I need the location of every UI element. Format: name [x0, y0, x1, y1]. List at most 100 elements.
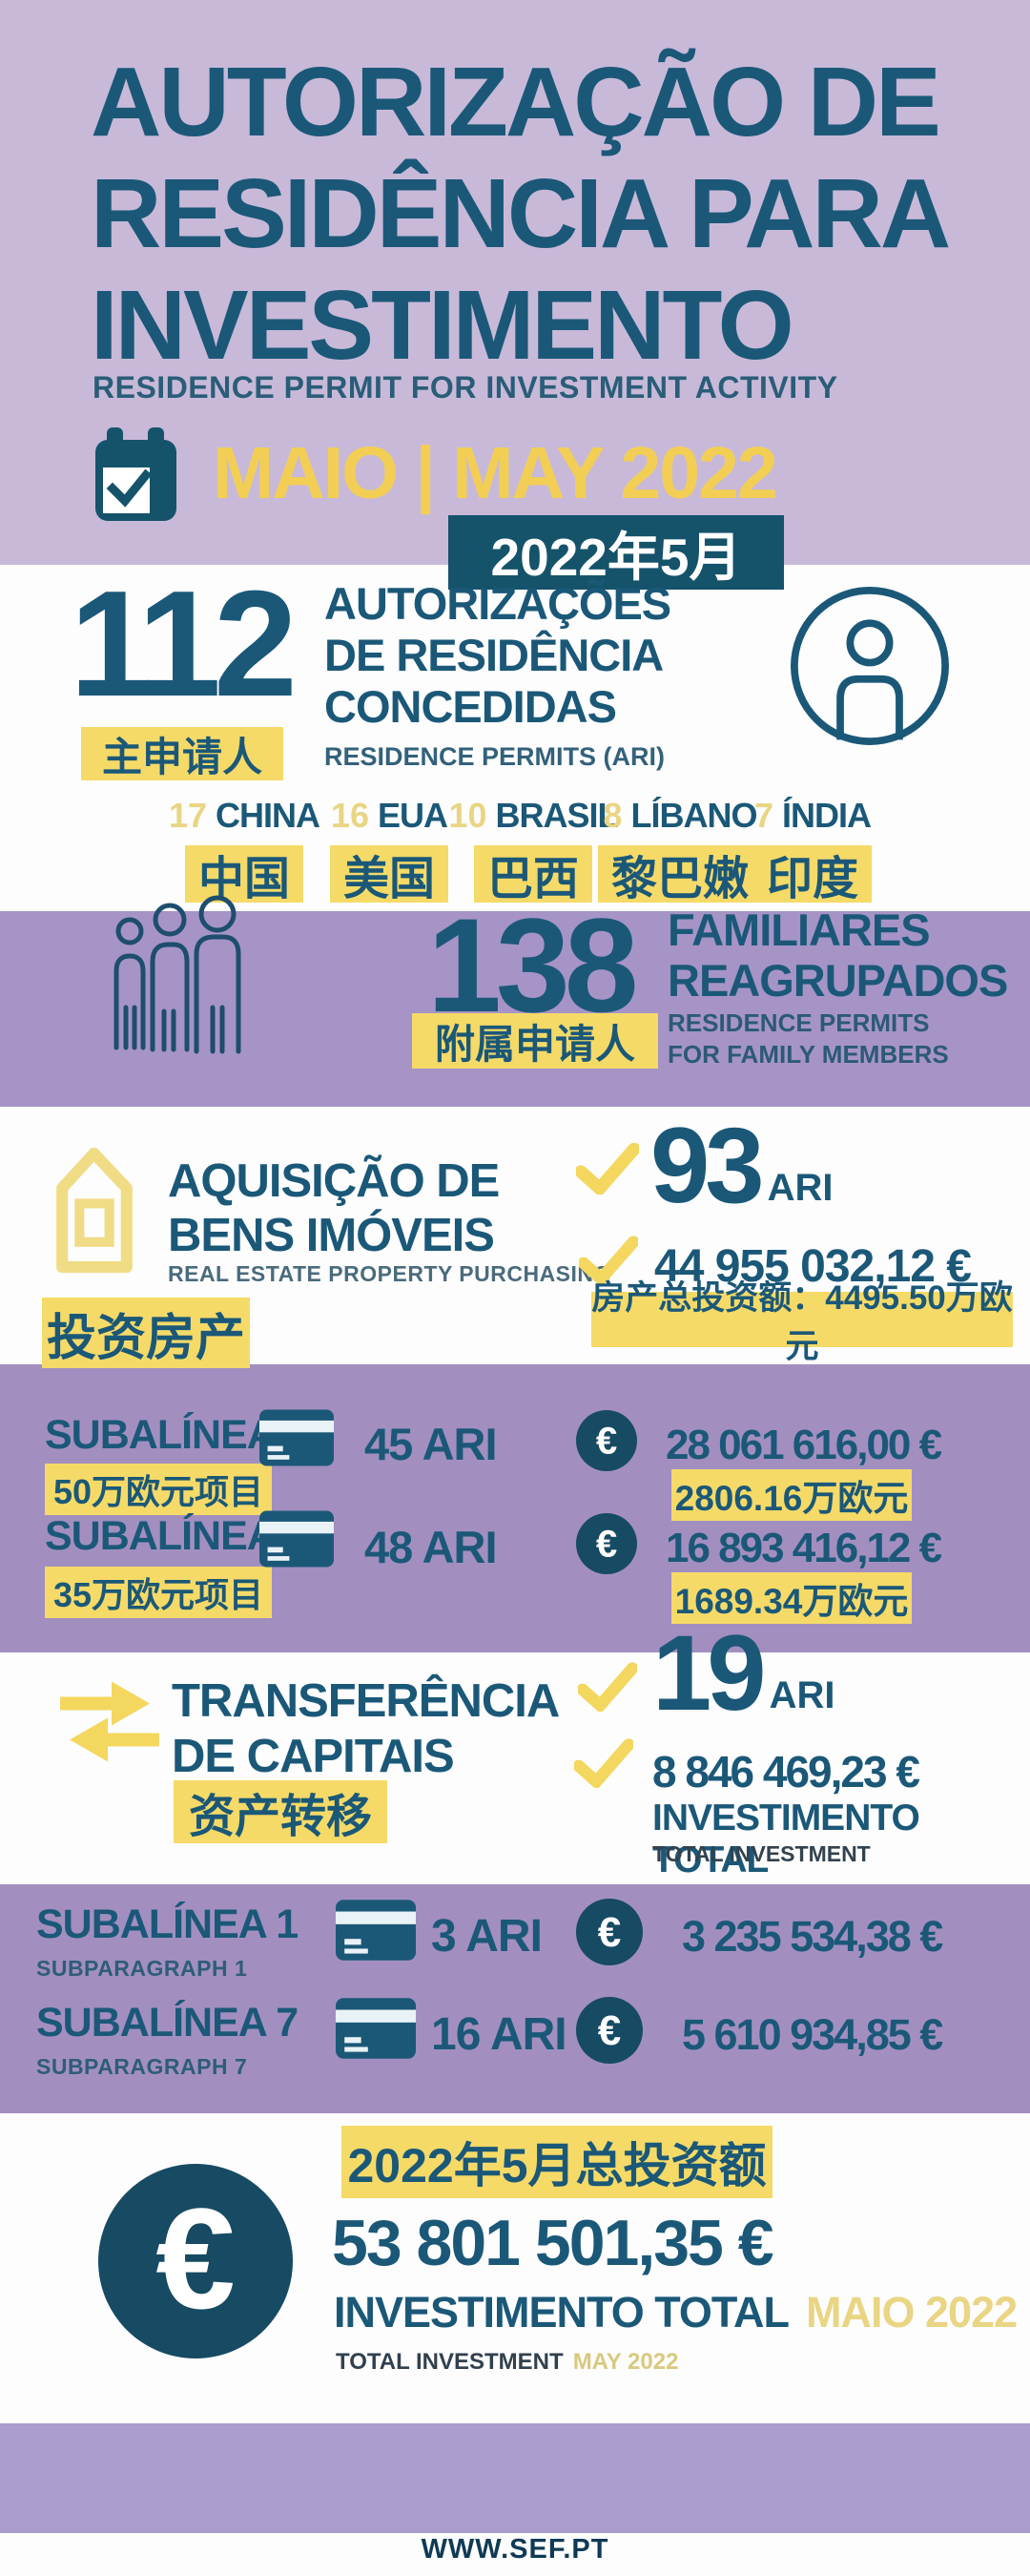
total-label-pt-text: INVESTIMENTO TOTAL: [334, 2288, 790, 2337]
country-name: CHINA: [216, 796, 320, 835]
euro-glyph: €: [155, 2177, 236, 2338]
permits-title: AUTORIZAÇÕES DE RESIDÊNCIA CONCEDIDAS: [324, 578, 671, 733]
card-icon: [336, 1900, 416, 1961]
real-estate-ari: 93 ARI: [650, 1112, 833, 1219]
row-subalinea-1-ari: 3 ARI: [431, 1911, 543, 1962]
permits-count: 112: [70, 560, 298, 728]
capital-transfer-title: TRANSFERÊNCIA DE CAPITAIS: [172, 1673, 560, 1784]
title-line-3: INVESTIMENTO: [91, 270, 794, 380]
total-label-pt: INVESTIMENTO TOTAL MAIO 2022: [334, 2288, 1018, 2337]
ari-count: 93: [650, 1106, 765, 1225]
euro-icon: €: [576, 1899, 643, 1965]
check-icon: [576, 1143, 639, 1195]
total-period-en: MAY 2022: [572, 2349, 679, 2375]
row-subalinea-1-amount: 3 235 534,38 €: [682, 1912, 943, 1961]
row-subalinea-3-amount: 28 061 616,00 €: [666, 1422, 942, 1468]
euro-glyph: €: [596, 1523, 617, 1566]
country-name: BRASIL: [495, 796, 619, 835]
country-name: EUA: [378, 796, 448, 835]
permits-title-line-2: DE RESIDÊNCIA: [324, 630, 664, 680]
check-icon: [579, 1236, 638, 1285]
permits-title-line-1: AUTORIZAÇÕES: [324, 578, 671, 629]
family-title-line-2: REAGRUPADOS: [668, 955, 1008, 1006]
euro-glyph: €: [596, 1420, 617, 1463]
family-subtitle-line-1: RESIDENCE PERMITS: [668, 1008, 930, 1037]
country-count: 10: [448, 796, 487, 835]
real-estate-label-cn: 投资房产: [42, 1298, 250, 1368]
capital-transfer-ari: 19 ARI: [652, 1620, 834, 1727]
family-group-icon: [113, 895, 241, 1054]
period-label: MAIO | MAY 2022: [213, 432, 778, 514]
family-subtitle-line-2: FOR FAMILY MEMBERS: [668, 1040, 949, 1069]
country-stat-brasil: 10 BRASIL 巴西: [443, 796, 624, 904]
total-euro-icon: €: [98, 2164, 293, 2358]
total-period-pt: MAIO 2022: [806, 2288, 1018, 2337]
ari-count: 19: [652, 1613, 767, 1733]
check-icon: [574, 1738, 633, 1788]
row-subalinea-3-ari: 45 ARI: [364, 1419, 498, 1469]
check-icon: [578, 1662, 637, 1712]
row-subalinea-3-amount-cn: 2806.16万欧元: [671, 1469, 912, 1521]
title-line-1: AUTORIZAÇÃO DE: [91, 47, 941, 156]
row-subalinea-7-sub: SUBPARAGRAPH 7: [36, 2054, 248, 2079]
country-line: 7 ÍNDIA: [722, 796, 903, 836]
row-subalinea-4-tag-cn: 35万欧元项目: [45, 1567, 272, 1618]
family-title-line-1: FAMILIARES: [668, 904, 931, 955]
permits-label-cn: 主申请人: [81, 727, 283, 780]
row-subalinea-7-name: SUBALÍNEA 7: [36, 2000, 299, 2046]
country-line: 10 BRASIL: [443, 796, 624, 836]
permits-title-line-3: CONCEDIDAS: [324, 681, 617, 732]
country-name-cn: 黎巴嫩: [597, 845, 762, 904]
country-line: 8 LÍBANO: [589, 796, 771, 836]
row-subalinea-4-amount-cn: 1689.34万欧元: [671, 1572, 912, 1624]
row-subalinea-4-ari: 48 ARI: [364, 1522, 498, 1572]
real-estate-title-line-2: BENS IMÓVEIS: [168, 1210, 495, 1261]
capital-transfer-amount-label: INVESTIMENTO TOTAL: [652, 1797, 920, 1880]
country-name-cn: 美国: [329, 845, 448, 904]
row-subalinea-7-ari: 16 ARI: [431, 2009, 567, 2060]
country-name-cn: 中国: [184, 845, 303, 904]
page-subtitle: RESIDENCE PERMIT FOR INVESTMENT ACTIVITY: [93, 370, 838, 405]
country-count: 17: [168, 796, 208, 835]
real-estate-subtitle: REAL ESTATE PROPERTY PURCHASING: [168, 1261, 611, 1286]
row-subalinea-7-amount: 5 610 934,85 €: [682, 2010, 943, 2059]
title-line-2: RESIDÊNCIA PARA: [91, 158, 951, 268]
country-stat-libano: 8 LÍBANO 黎巴嫩: [589, 796, 771, 904]
capital-transfer-amount-sublabel: TOTAL INVESTMENT: [652, 1841, 871, 1866]
country-name: LÍBANO: [630, 796, 758, 835]
euro-icon: €: [576, 1997, 643, 2064]
card-icon: [259, 1409, 334, 1466]
euro-glyph: €: [598, 1909, 621, 1956]
ari-unit: ARI: [767, 1167, 834, 1209]
applicant-icon: [791, 587, 949, 745]
ari-unit: ARI: [769, 1674, 835, 1716]
country-name-cn: 印度: [752, 845, 872, 904]
total-label-cn: 2022年5月总投资额: [341, 2126, 772, 2198]
real-estate-title-line-1: AQUISIÇÃO DE: [168, 1155, 500, 1207]
house-icon: [56, 1147, 133, 1274]
euro-icon: €: [576, 1410, 637, 1471]
bottom-spacer-band: [0, 2423, 1030, 2533]
country-name: ÍNDIA: [782, 796, 872, 835]
total-label-en-text: TOTAL INVESTMENT: [336, 2349, 564, 2375]
total-label-en: TOTAL INVESTMENT MAY 2022: [336, 2349, 678, 2376]
capital-transfer-title-line-2: DE CAPITAIS: [172, 1731, 455, 1782]
row-subalinea-3-tag-cn: 50万欧元项目: [45, 1464, 272, 1515]
calendar-icon: [95, 427, 176, 521]
family-label-cn: 附属申请人: [412, 1013, 658, 1069]
subparagraph-17-band: [0, 1884, 1030, 2113]
page-title: AUTORIZAÇÃO DE RESIDÊNCIA PARA INVESTIME…: [91, 46, 1006, 381]
family-title: FAMILIARES REAGRUPADOS: [668, 904, 1008, 1006]
country-stat-india: 7 ÍNDIA 印度: [722, 796, 903, 904]
card-icon: [259, 1510, 334, 1568]
real-estate-title: AQUISIÇÃO DE BENS IMÓVEIS: [168, 1154, 500, 1263]
real-estate-amount: 44 955 032,12 €: [654, 1241, 972, 1292]
euro-icon: €: [576, 1513, 637, 1574]
period-label-cn: 2022年5月: [448, 515, 784, 590]
row-subalinea-1-sub: SUBPARAGRAPH 1: [36, 1956, 248, 1981]
website-url: WWW.SEF.PT: [421, 2534, 609, 2565]
capital-transfer-label-cn: 资产转移: [174, 1780, 387, 1843]
family-subtitle: RESIDENCE PERMITS FOR FAMILY MEMBERS: [668, 1008, 949, 1070]
row-subalinea-1-name: SUBALÍNEA 1: [36, 1901, 299, 1947]
